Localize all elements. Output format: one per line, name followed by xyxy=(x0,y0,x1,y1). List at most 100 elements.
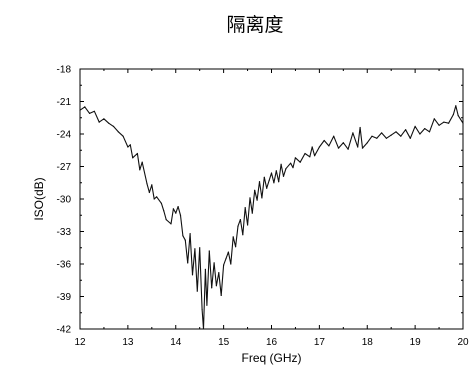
data-point xyxy=(359,126,361,129)
data-point xyxy=(309,156,311,158)
data-point xyxy=(314,155,316,157)
data-point xyxy=(179,214,182,216)
data-point xyxy=(428,131,431,133)
x-tick-label: 14 xyxy=(170,337,182,348)
data-point xyxy=(419,133,421,135)
data-point xyxy=(254,189,256,191)
data-point xyxy=(160,202,162,204)
data-point xyxy=(409,137,411,139)
x-tick-label: 18 xyxy=(362,337,374,348)
data-point xyxy=(122,135,124,137)
data-point xyxy=(225,258,227,260)
data-point xyxy=(452,113,454,116)
data-point xyxy=(146,183,148,185)
data-point xyxy=(455,105,457,107)
data-point xyxy=(333,135,335,137)
data-point xyxy=(148,191,150,194)
data-point xyxy=(433,118,435,120)
data-point xyxy=(172,208,174,210)
data-point xyxy=(263,176,265,178)
data-point xyxy=(424,128,426,130)
data-point xyxy=(220,294,222,296)
data-point xyxy=(165,219,167,221)
data-point xyxy=(117,131,119,133)
data-point xyxy=(232,236,234,238)
data-point xyxy=(342,142,344,144)
data-point xyxy=(170,223,172,225)
data-point xyxy=(381,132,383,134)
data-point xyxy=(242,234,244,236)
data-point xyxy=(311,146,313,148)
data-point xyxy=(84,106,86,108)
data-point xyxy=(153,198,155,200)
data-point xyxy=(448,122,450,124)
y-tick-label: -42 xyxy=(57,325,72,336)
data-point xyxy=(376,137,378,139)
x-axis-label: Freq (GHz) xyxy=(242,351,302,365)
data-point xyxy=(103,118,105,120)
data-point xyxy=(129,144,131,146)
data-point xyxy=(280,163,282,165)
x-tick-label: 15 xyxy=(218,337,230,348)
data-point xyxy=(89,112,91,114)
data-point xyxy=(371,135,373,137)
data-point xyxy=(127,146,129,148)
data-point xyxy=(290,162,292,164)
data-point xyxy=(199,247,201,249)
x-tick-label: 17 xyxy=(314,337,326,348)
y-axis-label: ISO(dB) xyxy=(32,177,46,220)
data-point xyxy=(206,304,208,306)
data-point xyxy=(385,137,387,139)
data-point xyxy=(177,206,179,208)
data-point xyxy=(187,262,189,264)
data-point xyxy=(443,121,445,123)
x-tick-label: 20 xyxy=(457,337,469,348)
data-point xyxy=(208,250,210,252)
data-point xyxy=(299,161,301,163)
data-point xyxy=(98,121,100,123)
data-point xyxy=(251,212,253,214)
x-tick-label: 13 xyxy=(122,337,134,348)
data-point xyxy=(347,148,349,150)
data-point xyxy=(196,290,198,292)
data-point xyxy=(249,197,251,199)
y-tick-label: -39 xyxy=(57,292,72,303)
data-point xyxy=(211,287,213,289)
y-tick-label: -24 xyxy=(57,130,72,141)
data-point xyxy=(282,175,285,177)
data-point xyxy=(163,210,165,212)
data-point xyxy=(337,147,340,149)
y-tick-label: -30 xyxy=(57,195,72,206)
plot-frame xyxy=(79,68,464,330)
data-point xyxy=(400,135,402,137)
data-point xyxy=(438,124,440,126)
data-point xyxy=(261,197,263,199)
chart-title: 隔离度 xyxy=(226,14,283,36)
data-point xyxy=(462,122,464,124)
data-point xyxy=(227,251,229,253)
data-point xyxy=(457,115,459,117)
data-point xyxy=(361,147,364,149)
data-point xyxy=(132,157,134,159)
data-point xyxy=(256,199,258,201)
data-point xyxy=(136,152,138,155)
data-point xyxy=(194,248,196,250)
data-point xyxy=(270,172,273,174)
data-point xyxy=(112,125,115,127)
y-tick-label: -21 xyxy=(57,97,72,108)
data-point xyxy=(223,264,225,266)
data-point xyxy=(273,182,275,184)
data-point xyxy=(79,109,81,111)
data-point xyxy=(189,233,191,235)
data-point xyxy=(323,139,325,142)
data-point xyxy=(247,224,249,226)
x-tick-label: 16 xyxy=(266,337,278,348)
data-point xyxy=(108,122,110,124)
data-point xyxy=(141,161,143,163)
data-point xyxy=(328,145,330,147)
x-tick-label: 19 xyxy=(410,337,422,348)
data-point xyxy=(230,263,232,265)
data-points xyxy=(79,105,464,330)
